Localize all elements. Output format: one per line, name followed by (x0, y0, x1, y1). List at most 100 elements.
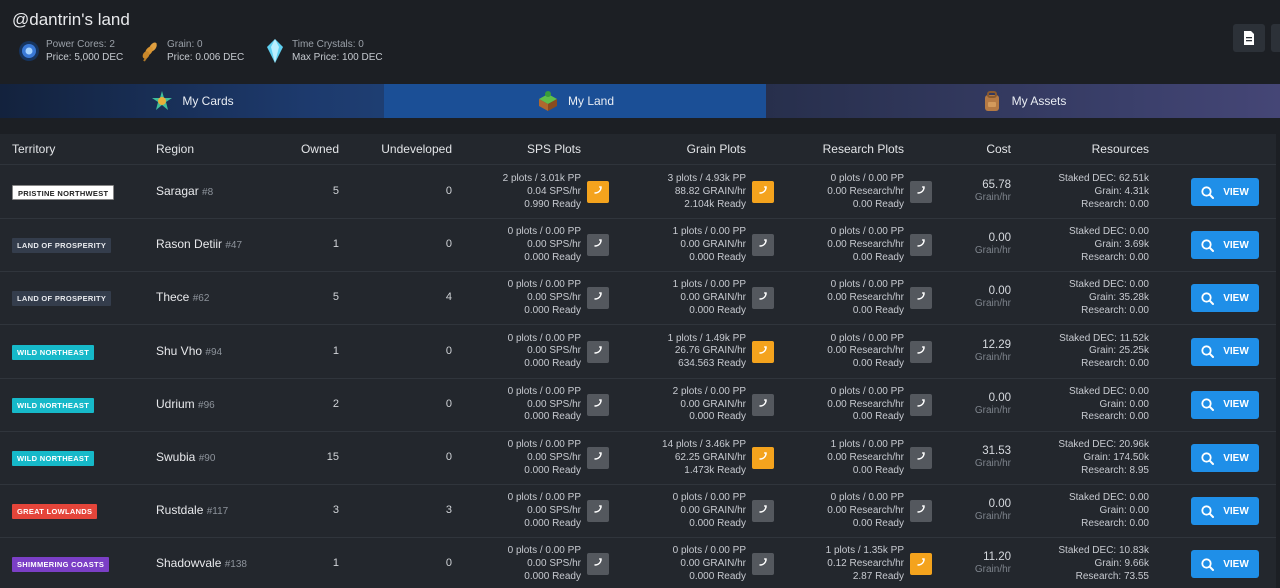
grain-claim-button[interactable] (752, 553, 774, 576)
grain-plots-line: 0 plots / 0.00 PP (672, 545, 746, 557)
research-claim-button[interactable] (910, 500, 932, 523)
research-plots-line: 0 plots / 0.00 PP (830, 279, 904, 291)
power-cores-label: Power Cores: 2 (46, 39, 115, 50)
claim-icon (757, 396, 769, 414)
research-plots-info: 0 plots / 0.00 PP 0.00 Research/hr 0.00 … (764, 333, 904, 371)
grain-claim-button[interactable] (752, 181, 774, 203)
sps-claim-button[interactable] (587, 287, 609, 310)
claim-icon (757, 236, 769, 254)
territory-badge: GREAT LOWLANDS (12, 504, 98, 520)
export-button[interactable] (1233, 24, 1265, 52)
view-button[interactable]: VIEW (1191, 337, 1259, 366)
sps-claim-button[interactable] (587, 181, 609, 203)
sps-claim-button[interactable] (587, 553, 609, 576)
grain-claim-button[interactable] (752, 500, 774, 523)
sps-rate-line: 0.00 SPS/hr (527, 238, 581, 250)
scrollbar-track[interactable] (1276, 134, 1280, 588)
grain-claim-button[interactable] (752, 234, 774, 257)
col-resources: Resources (1091, 142, 1149, 156)
sps-claim-button[interactable] (587, 234, 609, 257)
research-rate-line: 0.12 Research/hr (827, 558, 904, 570)
research-rate-line: 0.00 Research/hr (827, 238, 904, 250)
research-claim-button[interactable] (910, 287, 932, 310)
sps-plots-line: 0 plots / 0.00 PP (507, 439, 581, 450)
territory-badge: LAND OF PROSPERITY (12, 291, 112, 307)
grain-ready-line: 2.104k Ready (684, 198, 746, 210)
undeveloped-count: 0 (445, 238, 452, 251)
region-name[interactable]: Udrium #96 (156, 397, 215, 411)
sps-claim-button[interactable] (587, 393, 609, 416)
region-number: #96 (198, 399, 215, 411)
research-line: Research: 0.00 (1081, 304, 1149, 316)
view-button[interactable]: VIEW (1191, 497, 1259, 526)
grain-price: Price: 0.006 DEC (167, 52, 245, 63)
region-name[interactable]: Rustdale #117 (156, 503, 228, 517)
sps-ready-line: 0.000 Ready (524, 464, 581, 476)
time-crystals-label: Time Crystals: 0 (292, 39, 364, 50)
grain-claim-button[interactable] (752, 287, 774, 310)
region-name[interactable]: Rason Detiir #47 (156, 237, 242, 251)
menu-button[interactable] (1271, 24, 1280, 52)
grain-plots-info: 0 plots / 0.00 PP 0.00 GRAIN/hr 0.000 Re… (606, 545, 746, 583)
region-name[interactable]: Shadowvale #138 (156, 556, 247, 570)
research-claim-button[interactable] (910, 340, 932, 363)
view-button[interactable]: VIEW (1191, 444, 1259, 472)
grain-claim-button[interactable] (752, 340, 774, 363)
view-button[interactable]: VIEW (1191, 178, 1259, 206)
claim-icon (592, 236, 604, 254)
tab-my-land[interactable]: My Land (384, 84, 766, 118)
claim-icon (592, 502, 604, 520)
research-claim-button[interactable] (910, 393, 932, 416)
grain-plots-info: 1 plots / 0.00 PP 0.00 GRAIN/hr 0.000 Re… (606, 279, 746, 317)
region-label: Thece (156, 290, 190, 305)
research-rate-line: 0.00 Research/hr (827, 185, 904, 197)
sps-claim-button[interactable] (587, 447, 609, 469)
view-button[interactable]: VIEW (1191, 390, 1259, 419)
research-plots-line: 0 plots / 0.00 PP (830, 385, 904, 397)
sps-claim-button[interactable] (587, 500, 609, 523)
grain-stat: Grain: 0 Price: 0.006 DEC (137, 36, 244, 66)
territory-badge: SHIMMERING COASTS (12, 557, 110, 573)
region-name[interactable]: Saragar #8 (156, 184, 213, 198)
grain-claim-button[interactable] (752, 393, 774, 416)
owned-count: 2 (332, 397, 339, 410)
sps-ready-line: 0.000 Ready (524, 358, 581, 370)
tab-my-cards[interactable]: My Cards (0, 84, 384, 118)
claim-icon (757, 449, 769, 467)
research-claim-button[interactable] (910, 234, 932, 257)
sps-plots-line: 0 plots / 0.00 PP (507, 545, 581, 557)
grain-plots-line: 1 plots / 0.00 PP (672, 226, 746, 238)
research-line: Research: 0.00 (1081, 198, 1149, 210)
cost-value: 0.00 (988, 285, 1011, 298)
view-button[interactable]: VIEW (1191, 284, 1259, 313)
table-row: WILD NORTHEAST Udrium #96 2 0 0 plots / … (0, 379, 1276, 432)
research-rate-line: 0.00 Research/hr (827, 292, 904, 304)
sps-claim-button[interactable] (587, 340, 609, 363)
sps-ready-line: 0.990 Ready (524, 198, 581, 210)
view-button[interactable]: VIEW (1191, 550, 1259, 579)
power-cores-price: Price: 5,000 DEC (46, 52, 124, 63)
staked-dec-line: Staked DEC: 10.83k (1058, 545, 1149, 557)
grain-rate-line: 0.00 GRAIN/hr (680, 558, 746, 570)
main-tabs: My Cards My Land My Assets (0, 84, 1280, 118)
claim-icon (757, 343, 769, 361)
power-core-icon (16, 38, 42, 64)
power-cores-stat: Power Cores: 2 Price: 5,000 DEC (16, 36, 123, 66)
region-label: Saragar (156, 184, 199, 198)
grain-ready-line: 0.000 Ready (689, 570, 746, 582)
research-claim-button[interactable] (910, 181, 932, 203)
claim-icon (592, 183, 604, 201)
search-icon (1201, 239, 1215, 252)
region-name[interactable]: Thece #62 (156, 290, 209, 304)
grain-claim-button[interactable] (752, 447, 774, 469)
view-button[interactable]: VIEW (1191, 231, 1259, 260)
research-claim-button[interactable] (910, 553, 932, 576)
research-plots-line: 0 plots / 0.00 PP (830, 332, 904, 344)
research-claim-button[interactable] (910, 447, 932, 469)
research-plots-line: 0 plots / 0.00 PP (830, 226, 904, 238)
research-plots-info: 1 plots / 0.00 PP 0.00 Research/hr 0.00 … (764, 439, 904, 477)
region-name[interactable]: Shu Vho #94 (156, 344, 222, 358)
region-name[interactable]: Swubia #90 (156, 450, 215, 464)
sps-plots-line: 0 plots / 0.00 PP (507, 332, 581, 344)
tab-my-assets[interactable]: My Assets (766, 84, 1280, 118)
